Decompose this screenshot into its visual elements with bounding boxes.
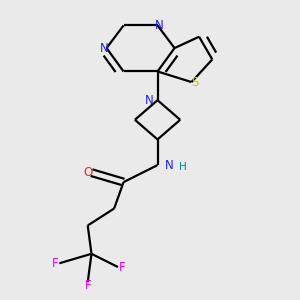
Text: F: F	[84, 279, 91, 292]
Text: F: F	[52, 257, 59, 270]
Text: N: N	[165, 159, 174, 172]
Text: N: N	[145, 94, 154, 107]
Text: S: S	[192, 76, 199, 88]
Text: N: N	[155, 19, 164, 32]
Text: N: N	[100, 42, 109, 55]
Text: O: O	[83, 166, 92, 179]
Text: H: H	[179, 162, 187, 172]
Text: F: F	[118, 260, 125, 274]
